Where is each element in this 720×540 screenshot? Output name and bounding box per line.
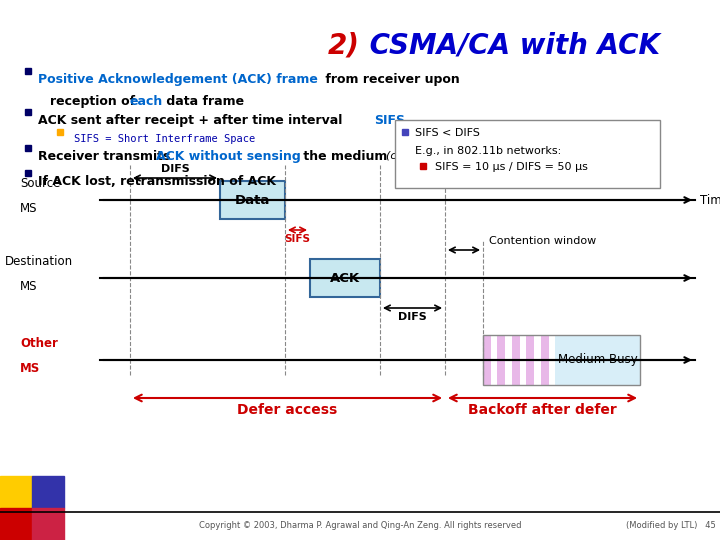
Text: data frame: data frame <box>162 94 244 107</box>
Bar <box>395 120 660 188</box>
Text: Time: Time <box>700 193 720 206</box>
Bar <box>483 335 640 385</box>
Text: ACK sent after receipt + after time interval: ACK sent after receipt + after time inte… <box>38 114 347 127</box>
Text: each: each <box>130 94 163 107</box>
Text: (cf. next): (cf. next) <box>386 150 436 160</box>
Text: Contention window: Contention window <box>489 236 596 246</box>
Text: Other: Other <box>20 337 58 350</box>
Bar <box>483 335 491 385</box>
Bar <box>310 259 380 297</box>
Text: SIFS = 10 μs / DIFS = 50 μs: SIFS = 10 μs / DIFS = 50 μs <box>435 162 588 172</box>
Text: from receiver upon: from receiver upon <box>321 72 460 85</box>
Text: SIFS: SIFS <box>284 234 310 244</box>
Bar <box>498 335 505 385</box>
Text: the medium: the medium <box>299 150 392 163</box>
Text: SIFS < DIFS: SIFS < DIFS <box>415 128 480 138</box>
Text: Positive Acknowledgement (ACK) frame: Positive Acknowledgement (ACK) frame <box>38 72 318 85</box>
Text: MS: MS <box>20 202 37 215</box>
Text: ACK: ACK <box>330 272 360 285</box>
Bar <box>32 508 64 540</box>
Text: Data: Data <box>235 193 270 206</box>
Text: MS: MS <box>20 280 37 293</box>
Bar <box>0 476 32 508</box>
Text: SIFS: SIFS <box>374 114 405 127</box>
Text: 2): 2) <box>328 31 360 59</box>
Text: Destination: Destination <box>5 255 73 268</box>
Bar <box>555 335 640 385</box>
Bar <box>32 476 64 508</box>
Text: Source: Source <box>20 177 60 190</box>
Bar <box>541 335 549 385</box>
Text: SIFS = Short Interframe Space: SIFS = Short Interframe Space <box>74 134 256 144</box>
Text: reception of: reception of <box>50 94 140 107</box>
Text: If ACK lost, retransmission of ACK: If ACK lost, retransmission of ACK <box>38 175 276 188</box>
Text: E.g., in 802.11b networks:: E.g., in 802.11b networks: <box>415 146 562 156</box>
Bar <box>0 508 32 540</box>
Text: MS: MS <box>20 362 40 375</box>
Bar <box>512 335 520 385</box>
Text: (Modified by LTL)   45: (Modified by LTL) 45 <box>626 522 716 530</box>
Text: ACK without sensing: ACK without sensing <box>156 150 301 163</box>
Text: Receiver transmits: Receiver transmits <box>38 150 175 163</box>
Text: CSMA/CA with ACK: CSMA/CA with ACK <box>360 31 660 59</box>
Bar <box>526 335 534 385</box>
Bar <box>220 181 285 219</box>
Text: Copyright © 2003, Dharma P. Agrawal and Qing-An Zeng. All rights reserved: Copyright © 2003, Dharma P. Agrawal and … <box>199 522 521 530</box>
Text: Medium Busy: Medium Busy <box>557 354 637 367</box>
Text: Defer access: Defer access <box>238 403 338 417</box>
Text: Backoff after defer: Backoff after defer <box>468 403 617 417</box>
Text: DIFS: DIFS <box>161 164 189 174</box>
Text: DIFS: DIFS <box>398 312 427 322</box>
